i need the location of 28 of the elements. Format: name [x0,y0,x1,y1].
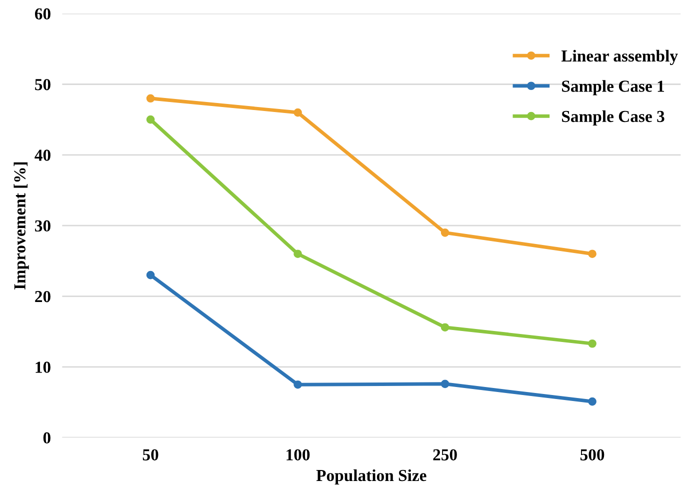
legend-label: Sample Case 1 [562,80,664,96]
point [294,250,302,258]
y-tick-label: 30 [35,220,50,232]
y-tick-label: 0 [43,432,50,444]
x-tick-label: 250 [433,449,457,460]
y-tick-label: 40 [34,150,50,161]
point [146,94,155,103]
y-tick-label: 50 [35,78,50,90]
legend-label: Sample Case 3 [562,110,664,126]
point [294,380,302,389]
point [146,270,155,280]
y-tick-label: 60 [34,8,50,20]
legend-label: Linear assembly [561,50,678,66]
point [588,397,596,406]
y-tick-label: 20 [35,290,50,302]
x-tick-label: 100 [286,449,310,460]
x-axis-title: Population Size [316,469,426,485]
point [440,228,450,237]
point [588,250,596,258]
point [294,108,302,117]
x-tick-label: 500 [580,449,604,460]
y-axis-title: Improvement [%] [14,162,29,290]
y-tick-label: 10 [36,362,50,373]
point [440,380,450,388]
x-tick-label: 50 [142,449,158,460]
point [146,115,155,124]
point [588,339,596,348]
point [440,323,450,332]
